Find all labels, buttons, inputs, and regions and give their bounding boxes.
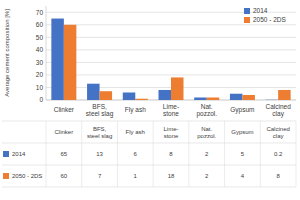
table-header: Fly ash [126, 129, 145, 135]
x-tick-label: Fly ash [125, 106, 146, 114]
text-line: Lime- [163, 126, 178, 132]
table-value: 65 [61, 151, 68, 157]
table-column-rule [117, 121, 118, 187]
y-tick-label: 10 [36, 84, 44, 91]
text-line: BFS, [93, 126, 107, 132]
bar [266, 99, 279, 100]
text-line: Nat. [201, 103, 213, 110]
text-line: Lime- [163, 103, 179, 110]
grid-line [46, 49, 296, 50]
text-line: Clinker [55, 129, 74, 135]
bar [230, 94, 243, 100]
legend-swatch [244, 17, 250, 23]
text-line: Fly ash [125, 106, 146, 114]
table-value: 8 [276, 173, 280, 179]
table-header: Lime-stone [163, 126, 179, 139]
text-line: Nat. [201, 126, 212, 132]
y-tick-label: 50 [36, 34, 44, 41]
table-row-swatch [3, 151, 9, 157]
y-tick-label: 70 [36, 9, 44, 16]
table-value: 18 [168, 173, 175, 179]
table-value: 2 [205, 173, 209, 179]
y-tick-label: 30 [36, 59, 44, 66]
bar [64, 25, 77, 100]
y-tick-label: 0 [39, 96, 43, 103]
legend-swatch [244, 8, 250, 14]
text-line: pozzol. [197, 133, 216, 139]
grid-line [46, 24, 296, 25]
text-line: Gypsum [230, 106, 254, 114]
text-line: clay [273, 133, 284, 139]
bar [194, 97, 207, 100]
text-line: stone [163, 110, 179, 117]
grid-line [46, 37, 296, 38]
bar [159, 90, 172, 100]
text-line: Clinker [54, 106, 75, 113]
x-tick-label: Clinker [54, 106, 75, 113]
bar [135, 99, 148, 100]
bars [51, 19, 290, 100]
text-line: Calcined [266, 126, 289, 132]
table-column-rule [46, 121, 47, 187]
text-line: pozzol. [196, 110, 217, 118]
x-tick-label: Calcinedclay [265, 103, 291, 119]
text-line: steel slag [87, 133, 112, 139]
text-line: steel slag [86, 110, 114, 118]
table-header: BFS,steel slag [87, 126, 112, 139]
chart: 0 10 20 30 40 50 60 70 Average cement compositio… [0, 0, 300, 200]
table-column-rule [188, 121, 189, 187]
bar [207, 97, 220, 100]
x-tick-label: BFS,steel slag [86, 103, 114, 119]
text-line: stone [164, 133, 179, 139]
text-line: Fly ash [126, 129, 145, 135]
table-column-rule [224, 121, 225, 187]
table-header: Gypsum [231, 129, 253, 135]
table-column-rule [153, 121, 154, 187]
table-column-rule [81, 121, 82, 187]
table-value: 6 [134, 151, 138, 157]
text-line: Gypsum [231, 129, 253, 135]
y-tick-label: 60 [36, 21, 44, 28]
y-axis-label: Average cement composition [%] [4, 9, 10, 97]
x-tick-label: Lime-stone [163, 103, 179, 118]
legend-label: 2014 [253, 7, 268, 14]
table-value: 1 [134, 173, 138, 179]
y-tick-label: 20 [36, 71, 44, 78]
table-header: Nat.pozzol. [197, 126, 216, 139]
y-axis-line [46, 6, 47, 100]
bar [171, 77, 184, 100]
x-tick-label: Nat.pozzol. [196, 103, 217, 119]
table-column-rule [260, 121, 261, 187]
bar [87, 84, 100, 100]
y-tick-label: 40 [36, 46, 44, 53]
table-value: 2 [205, 151, 209, 157]
grid-line [46, 74, 296, 75]
table-column-rule [296, 121, 297, 187]
text-line: Calcined [265, 103, 291, 110]
bar [100, 91, 113, 100]
table-row-swatch [3, 173, 9, 179]
table-row-label: 2050 - 2DS [12, 173, 42, 179]
legend-label: 2050 - 2DS [253, 16, 287, 23]
text-line: BFS, [92, 103, 107, 110]
bar [51, 19, 64, 100]
table-value: 4 [241, 173, 245, 179]
table-value: 8 [169, 151, 173, 157]
bar [242, 95, 255, 100]
table-row-label: 2014 [12, 151, 26, 157]
bar [278, 90, 291, 100]
grid-line [46, 62, 296, 63]
table-value: 7 [98, 173, 102, 179]
table-header: Calcinedclay [266, 126, 289, 139]
text-line: clay [272, 110, 284, 118]
x-tick-label: Gypsum [230, 106, 254, 114]
bar [123, 92, 135, 100]
table-header: Clinker [55, 129, 74, 135]
table-value: 5 [241, 151, 245, 157]
table-value: 0.2 [274, 151, 283, 157]
table-value: 13 [96, 151, 103, 157]
table-value: 60 [61, 173, 68, 179]
